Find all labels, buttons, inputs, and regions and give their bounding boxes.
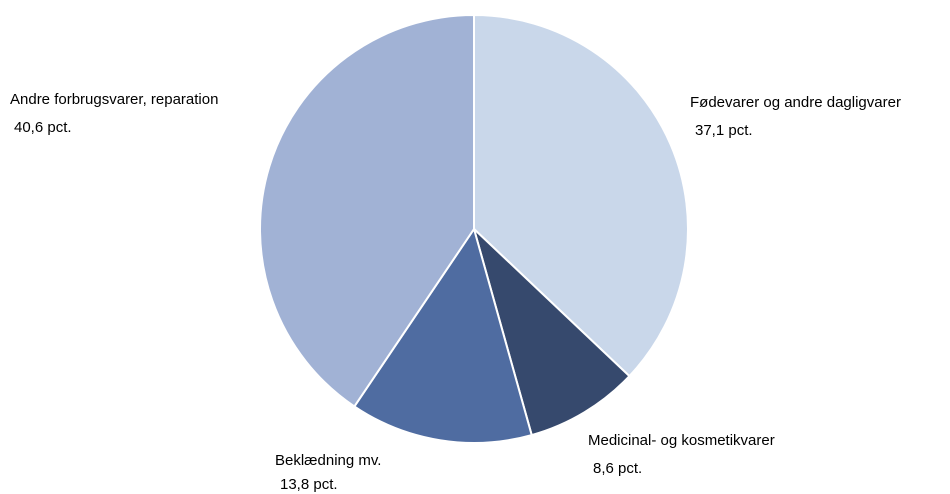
pie-slice <box>352 226 533 444</box>
slice-label: Andre forbrugsvarer, reparation <box>10 91 218 108</box>
slice-label: Medicinal- og kosmetikvarer <box>588 432 775 449</box>
pie-slice <box>472 225 631 437</box>
pie-slice <box>473 13 689 378</box>
slice-label: Fødevarer og andre dagligvarer <box>690 94 901 111</box>
slice-value-label: 40,6 pct. <box>14 119 72 136</box>
slice-value-label: 37,1 pct. <box>695 122 753 139</box>
slice-label: Beklædning mv. <box>275 452 381 469</box>
pie-slice <box>259 13 475 408</box>
slice-value-label: 8,6 pct. <box>593 460 642 477</box>
slice-value-label: 13,8 pct. <box>280 476 338 493</box>
